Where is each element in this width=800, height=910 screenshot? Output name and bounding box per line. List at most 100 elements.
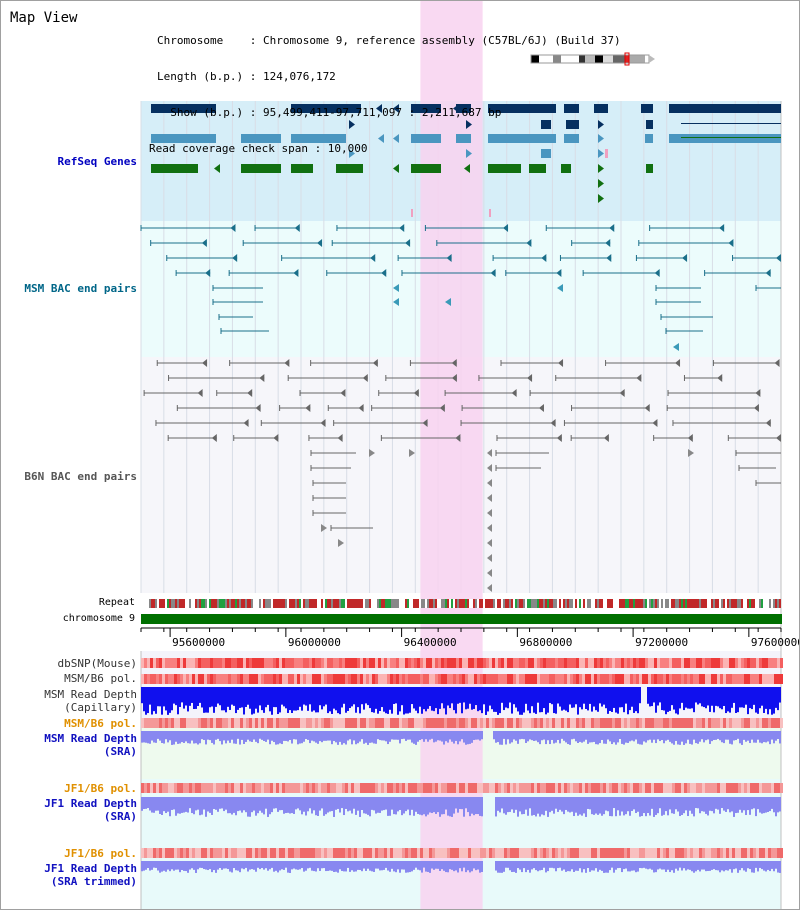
- jf1-b6-pol-strip-1-cell: [516, 783, 519, 793]
- dbsnp-strip-cell: [159, 658, 162, 668]
- track-label-jf1-b6-pol-2[interactable]: JF1/B6 pol.: [64, 847, 137, 860]
- msm-b6-pol-strip-2-cell: [705, 718, 708, 728]
- jf1-b6-pol-strip-2-cell: [549, 848, 552, 858]
- jf1-depth-sra-bar: [333, 797, 335, 817]
- track-label-dbsnp[interactable]: dbSNP(Mouse): [57, 657, 137, 670]
- msm-depth-capillary-bar: [717, 687, 719, 707]
- msm-depth-sra-bar: [773, 731, 775, 744]
- msm-b6-pol-strip-2-cell: [228, 718, 231, 728]
- msm-depth-sra-bar: [297, 731, 299, 745]
- msm-b6-pol-strip-1-cell: [321, 674, 324, 684]
- dbsnp-strip-cell: [549, 658, 552, 668]
- jf1-depth-sra-bar: [213, 797, 215, 809]
- msm-b6-pol-strip-1-cell: [360, 674, 363, 684]
- msm-depth-capillary-bar: [743, 687, 745, 708]
- jf1-b6-pol-strip-2-cell: [414, 848, 417, 858]
- repeat-mark: [347, 599, 349, 608]
- track-label-refseq[interactable]: RefSeq Genes: [57, 155, 137, 168]
- jf1-depth-sra-bar: [621, 797, 623, 812]
- msm-b6-pol-strip-2-cell: [663, 718, 666, 728]
- msm-bac-pair-arrow: [294, 224, 300, 232]
- track-label-msm-depth-sra[interactable]: MSM Read Depth: [44, 732, 137, 745]
- msm-depth-sra-bar: [539, 731, 541, 745]
- jf1-depth-trimmed-bar: [515, 861, 517, 873]
- jf1-b6-pol-strip-2-cell: [165, 848, 168, 858]
- jf1-depth-trimmed-bar: [469, 861, 471, 873]
- jf1-b6-pol-strip-2-cell: [579, 848, 582, 858]
- repeat-mark: [175, 599, 177, 608]
- jf1-depth-trimmed-bar: [443, 861, 445, 871]
- msm-b6-pol-strip-1-cell: [294, 674, 297, 684]
- msm-depth-sra-bar: [635, 731, 637, 740]
- jf1-depth-trimmed-bar: [355, 861, 357, 872]
- jf1-depth-sra-bar: [387, 797, 389, 816]
- jf1-b6-pol-strip-2-cell: [633, 848, 636, 858]
- track-label-jf1-depth-trim[interactable]: JF1 Read Depth: [44, 862, 137, 875]
- msm-b6-pol-strip-2-cell: [276, 718, 279, 728]
- jf1-depth-trimmed-bar: [577, 861, 579, 871]
- jf1-depth-sra-bar: [769, 797, 771, 812]
- msm-depth-capillary-bar: [541, 687, 543, 713]
- jf1-depth-sra-bar: [349, 797, 351, 811]
- msm-depth-capillary-bar: [709, 687, 711, 712]
- track-label-msm-b6-pol-1[interactable]: MSM/B6 pol.: [64, 672, 137, 685]
- msm-depth-sra-bar: [417, 731, 419, 742]
- msm-b6-pol-strip-1-cell: [513, 674, 516, 684]
- jf1-depth-sra-bar: [737, 797, 739, 813]
- dbsnp-strip-cell: [702, 658, 705, 668]
- repeat-mark: [205, 599, 207, 608]
- msm-depth-capillary-bar: [555, 687, 557, 714]
- msm-b6-pol-strip-2-cell: [657, 718, 660, 728]
- msm-depth-sra-bar: [345, 731, 347, 745]
- jf1-depth-sra-bar: [397, 797, 399, 812]
- repeat-mark: [179, 599, 181, 608]
- info-length: Length (b.p.) : 124,076,172: [157, 70, 336, 83]
- jf1-b6-pol-strip-2-cell: [360, 848, 363, 858]
- repeat-mark: [281, 599, 283, 608]
- jf1-depth-sra-bar: [681, 797, 683, 815]
- b6n-bac-arrow: [487, 449, 492, 457]
- repeat-mark: [577, 599, 579, 608]
- repeat-mark: [675, 599, 677, 608]
- msm-b6-pol-strip-1-cell: [675, 674, 678, 684]
- msm-depth-capillary-bar: [275, 687, 277, 708]
- jf1-depth-sra-bar: [561, 797, 563, 812]
- msm-b6-pol-strip-1-cell: [486, 674, 489, 684]
- jf1-depth-sra-bar: [669, 797, 671, 810]
- jf1-depth-sra-bar: [357, 797, 359, 811]
- jf1-b6-pol-strip-1-cell: [465, 783, 468, 793]
- jf1-b6-pol-strip-2-cell: [453, 848, 456, 858]
- repeat-mark: [773, 599, 775, 608]
- repeat-mark: [765, 599, 767, 608]
- repeat-mark: [533, 599, 535, 608]
- msm-depth-capillary-bar: [443, 687, 445, 709]
- jf1-b6-pol-strip-2-cell: [777, 848, 780, 858]
- jf1-depth-sra-bar: [779, 797, 781, 812]
- jf1-depth-trimmed-bar: [775, 861, 777, 869]
- msm-b6-pol-strip-2-cell: [612, 718, 615, 728]
- repeat-mark: [153, 599, 155, 608]
- jf1-b6-pol-strip-2-cell: [774, 848, 777, 858]
- jf1-depth-sra-bar: [231, 797, 233, 815]
- jf1-depth-sra-bar: [303, 797, 305, 812]
- msm-b6-pol-strip-2-cell: [261, 718, 264, 728]
- track-label-b6n-bac[interactable]: B6N BAC end pairs: [24, 470, 137, 483]
- jf1-depth-trimmed-bar: [151, 861, 153, 870]
- track-label-jf1-depth-sra[interactable]: JF1 Read Depth: [44, 797, 137, 810]
- track-label-jf1-b6-pol-1[interactable]: JF1/B6 pol.: [64, 782, 137, 795]
- msm-b6-pol-strip-1-cell: [357, 674, 360, 684]
- jf1-depth-trimmed-bar: [687, 861, 689, 870]
- msm-depth-sra-bar: [495, 731, 497, 743]
- jf1-depth-trimmed-bar: [339, 861, 341, 870]
- jf1-depth-trimmed-bar: [149, 861, 151, 871]
- msm-depth-capillary-bar: [755, 687, 757, 713]
- jf1-depth-trimmed-bar: [631, 861, 633, 871]
- track-label-msm-bac[interactable]: MSM BAC end pairs: [24, 282, 137, 295]
- track-label-msm-b6-pol-2[interactable]: MSM/B6 pol.: [64, 717, 137, 730]
- jf1-b6-pol-strip-1-cell: [711, 783, 714, 793]
- track-label-msm-depth-cap[interactable]: MSM Read Depth: [44, 688, 137, 701]
- msm-depth-capillary-bar: [607, 687, 609, 714]
- repeat-mark: [275, 599, 277, 608]
- repeat-mark: [633, 599, 635, 608]
